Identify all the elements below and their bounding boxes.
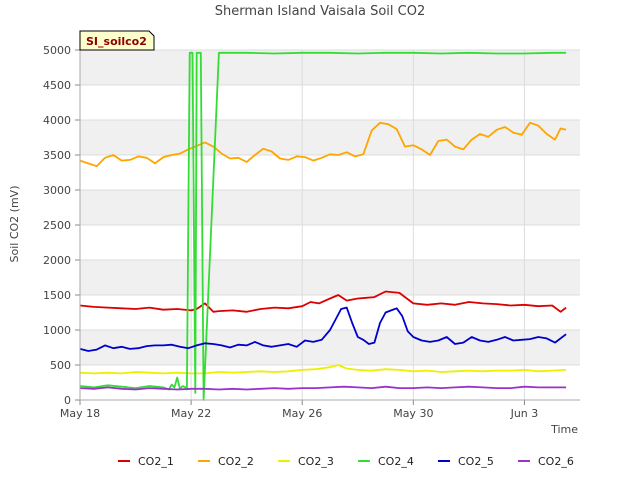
- legend-label-co2-6: CO2_6: [538, 455, 574, 468]
- legend-label-co2-1: CO2_1: [138, 455, 174, 468]
- y-tick-label-1000: 1000: [43, 324, 71, 337]
- legend-label-co2-4: CO2_4: [378, 455, 414, 468]
- axes: 0 500 1000 1500 2000 2500 3000 3500 4000 4500 5000…: [43, 44, 580, 420]
- legend-label-co2-3: CO2_3: [298, 455, 334, 468]
- y-tick-label-3000: 3000: [43, 184, 71, 197]
- y-tick-label-1500: 1500: [43, 289, 71, 302]
- x-axis-label: Time: [550, 423, 578, 436]
- y-tick-label-3500: 3500: [43, 149, 71, 162]
- y-tick-label-2500: 2500: [43, 219, 71, 232]
- chart-title: Sherman Island Vaisala Soil CO2: [215, 4, 425, 19]
- series-line-co2-3: [79, 364, 567, 375]
- y-tick-label-4500: 4500: [43, 79, 71, 92]
- x-tick-label-1: May 22: [171, 407, 211, 420]
- x-tick-label-0: May 18: [60, 407, 100, 420]
- band-4500: [80, 50, 580, 85]
- band-1500: [80, 260, 580, 295]
- series-lines: [79, 51, 567, 401]
- band-3500: [80, 120, 580, 155]
- y-axis-label: Soil CO2 (mV): [8, 186, 21, 263]
- legend-label-co2-5: CO2_5: [458, 455, 494, 468]
- y-tick-label-5000: 5000: [43, 44, 71, 57]
- y-tick-label-500: 500: [50, 359, 71, 372]
- x-tick-label-3: May 30: [393, 407, 433, 420]
- y-tick-label-2000: 2000: [43, 254, 71, 267]
- y-tick-label-0: 0: [64, 394, 71, 407]
- series-line-co2-4: [79, 51, 567, 401]
- y-tick-label-4000: 4000: [43, 114, 71, 127]
- x-tick-label-2: May 26: [282, 407, 322, 420]
- series-line-co2-2: [79, 121, 567, 168]
- band-2500: [80, 190, 580, 225]
- dataset-badge: SI_soilco2: [79, 30, 155, 51]
- series-line-co2-5: [79, 306, 567, 352]
- series-line-co2-6: [79, 385, 567, 391]
- series-line-co2-1: [79, 290, 567, 313]
- badge-label: SI_soilco2: [86, 35, 147, 48]
- legend: CO2_1 CO2_2 CO2_3 CO2_4 CO2_5 CO2_6: [118, 455, 574, 468]
- x-tick-label-4: Jun 3: [510, 407, 539, 420]
- legend-label-co2-2: CO2_2: [218, 455, 254, 468]
- band-500: [80, 330, 580, 365]
